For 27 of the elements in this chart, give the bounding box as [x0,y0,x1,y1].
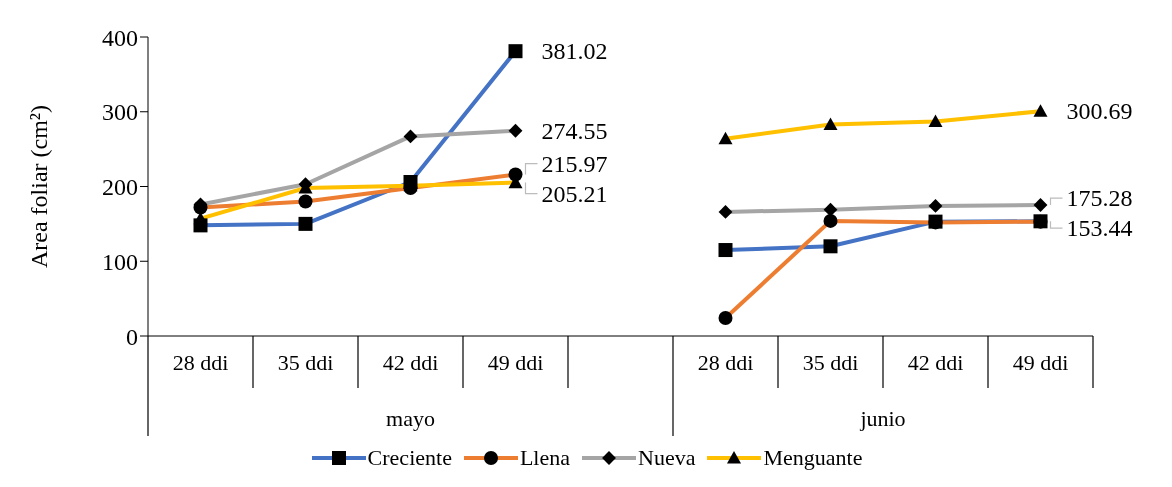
y-tick-label: 300 [102,99,138,126]
legend-label: Llena [519,445,570,471]
x-tick-label: 35 ddi [277,350,334,375]
data-label: 175.28 [1066,185,1133,212]
text: mayo [386,406,435,431]
data-label: 205.21 [541,180,608,207]
data-label: 381.02 [541,38,608,65]
x-tick-label: 49 ddi [1012,350,1069,375]
y-tick-label: 200 [102,174,138,201]
x-tick-label: 28 ddi [172,350,229,375]
data-label: 215.97 [541,150,608,177]
legend-label: Nueva [638,445,696,471]
legend-label: Menguante [763,445,863,471]
data-label: 274.55 [541,117,608,144]
y-axis-title: Area foliar (cm²) [25,104,52,269]
text: junio [859,406,906,431]
y-tick-label: 100 [102,248,138,275]
legend-label: Creciente [367,445,452,471]
data-label: 300.69 [1066,98,1133,125]
x-tick-label: 28 ddi [697,350,754,375]
x-tick-label: 49 ddi [487,350,544,375]
y-tick-label: 0 [126,323,138,350]
y-tick-label: 400 [102,24,138,51]
x-tick-label: 42 ddi [907,350,964,375]
x-tick-label: 42 ddi [382,350,439,375]
data-label: 153.44 [1066,215,1133,242]
x-tick-label: 35 ddi [802,350,859,375]
